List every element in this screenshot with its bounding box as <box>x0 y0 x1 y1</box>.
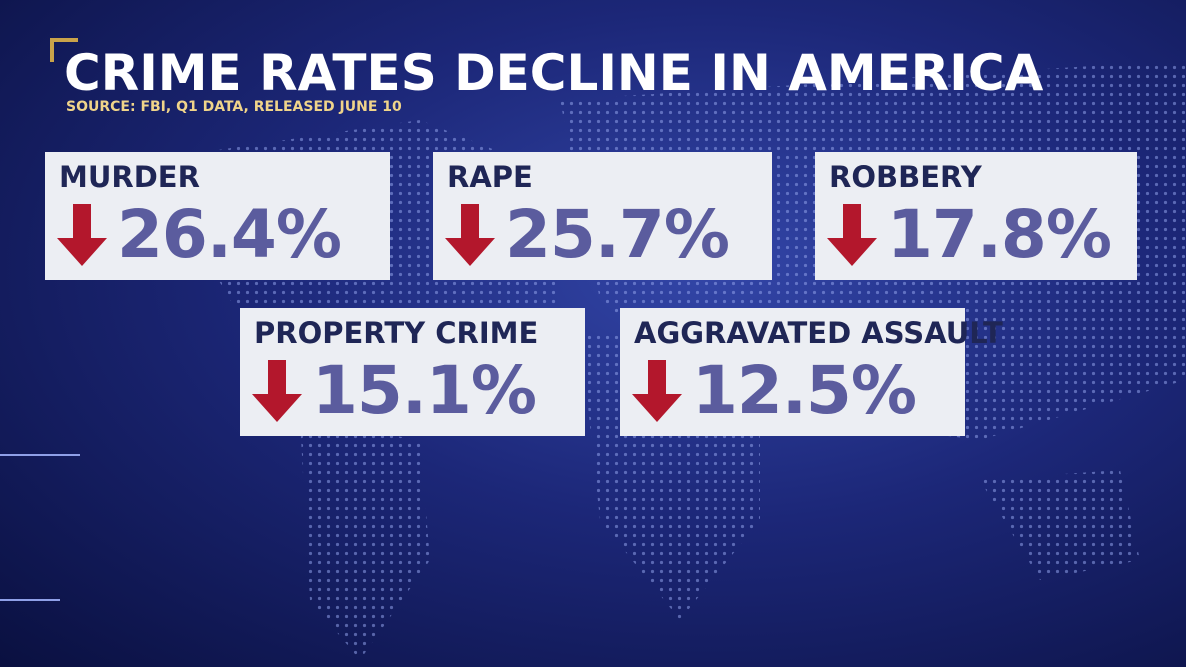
title: CRIME RATES DECLINE IN AMERICA <box>64 44 1044 102</box>
arrow-shape <box>632 360 682 422</box>
stat-card: MURDER 26.4% <box>45 152 390 280</box>
arrow-shape <box>252 360 302 422</box>
down-arrow <box>445 204 495 266</box>
stat-value: 17.8% <box>887 196 1112 273</box>
stat-value: 25.7% <box>505 196 730 273</box>
arrow-shape <box>57 204 107 266</box>
arrow-shape <box>445 204 495 266</box>
down-arrow <box>827 204 877 266</box>
stat-label: PROPERTY CRIME <box>254 316 539 350</box>
stat-value: 26.4% <box>117 196 342 273</box>
down-arrow <box>632 360 682 422</box>
stat-label: ROBBERY <box>829 160 982 194</box>
stat-card: AGGRAVATED ASSAULT 12.5% <box>620 308 1003 436</box>
stat-card: PROPERTY CRIME 15.1% <box>240 308 585 436</box>
down-arrow <box>57 204 107 266</box>
stat-card: ROBBERY 17.8% <box>815 152 1137 280</box>
arrow-shape <box>827 204 877 266</box>
stat-label: RAPE <box>447 160 533 194</box>
stat-value: 15.1% <box>312 352 537 429</box>
source: SOURCE: FBI, Q1 DATA, RELEASED JUNE 10 <box>66 99 402 115</box>
stat-value: 12.5% <box>692 352 917 429</box>
stat-label: MURDER <box>59 160 200 194</box>
stat-label: AGGRAVATED ASSAULT <box>634 316 1003 350</box>
stat-card: RAPE 25.7% <box>433 152 772 280</box>
down-arrow <box>252 360 302 422</box>
